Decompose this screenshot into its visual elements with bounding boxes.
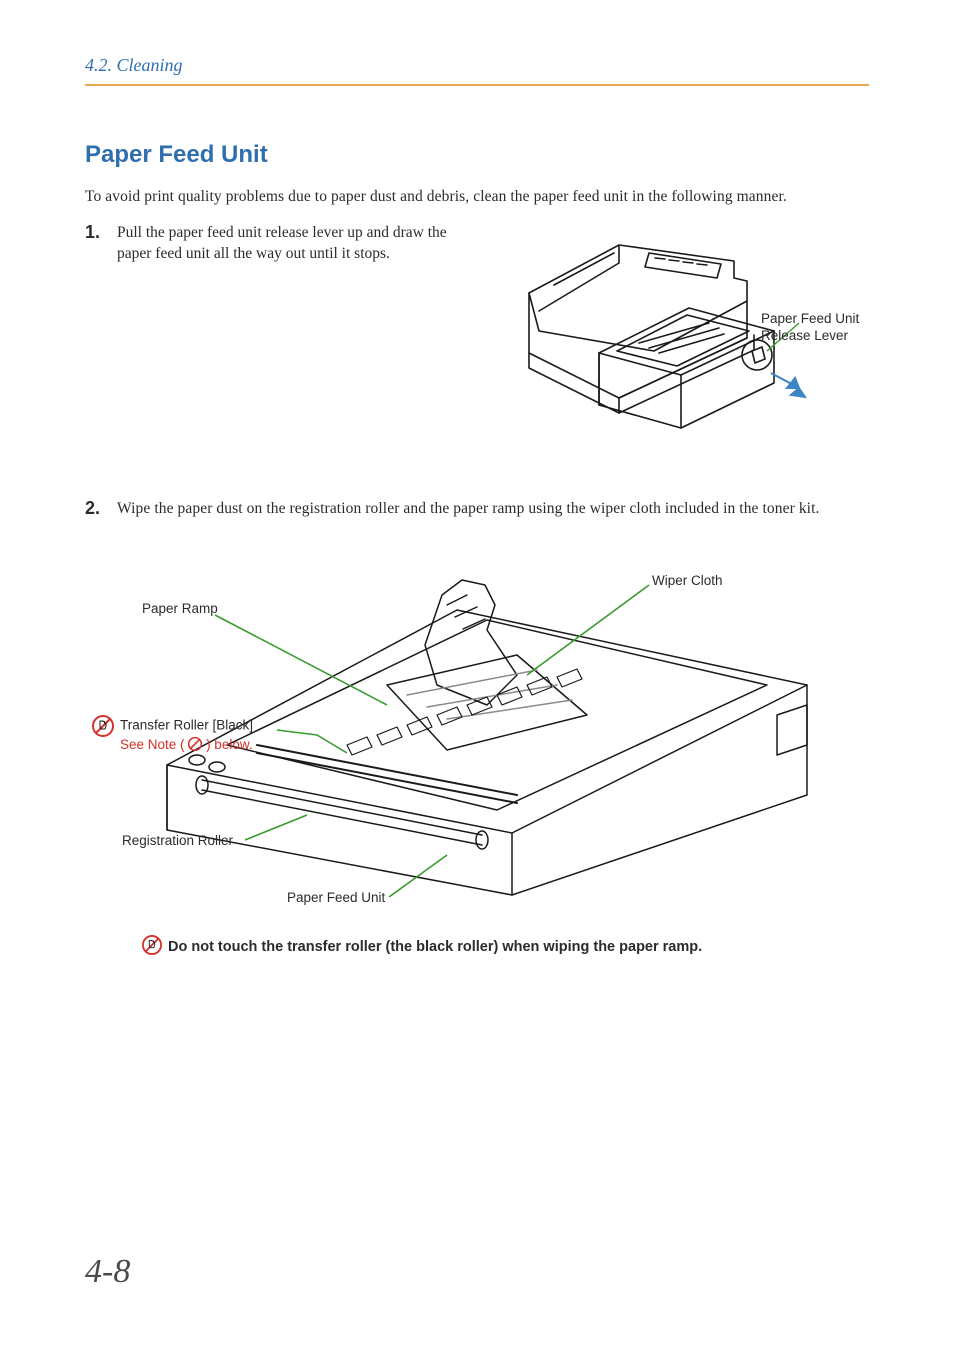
section-title: Paper Feed Unit — [85, 141, 869, 169]
page-number: 4-8 — [85, 1253, 130, 1291]
no-touch-icon-small — [188, 737, 202, 751]
callout-registration-roller: Registration Roller — [122, 833, 233, 849]
no-touch-icon — [92, 715, 114, 737]
callout-wiper-cloth: Wiper Cloth — [652, 573, 723, 589]
callout-paper-ramp: Paper Ramp — [142, 601, 218, 617]
callout-transfer-roller: Transfer Roller [Black] See Note ( ) bel… — [92, 715, 302, 753]
note-ref-a: See Note ( — [120, 737, 188, 752]
callout-paper-feed-unit: Paper Feed Unit — [287, 890, 385, 906]
header-rule — [85, 84, 869, 86]
callout-release-lever: Paper Feed Unit Release Lever — [761, 311, 861, 343]
step-2-text: Wipe the paper dust on the registration … — [117, 499, 869, 520]
no-touch-icon-note — [142, 935, 162, 955]
step-1-number: 1. — [85, 223, 117, 488]
running-header: 4.2. Cleaning — [85, 55, 869, 82]
note-ref-b: ) below. — [206, 737, 253, 752]
note-text: Do not touch the transfer roller (the bl… — [168, 939, 702, 955]
step-1-text: Pull the paper feed unit release lever u… — [117, 223, 475, 488]
callout-transfer-roller-text: Transfer Roller [Black] — [120, 717, 253, 732]
intro-paragraph: To avoid print quality problems due to p… — [85, 187, 869, 208]
